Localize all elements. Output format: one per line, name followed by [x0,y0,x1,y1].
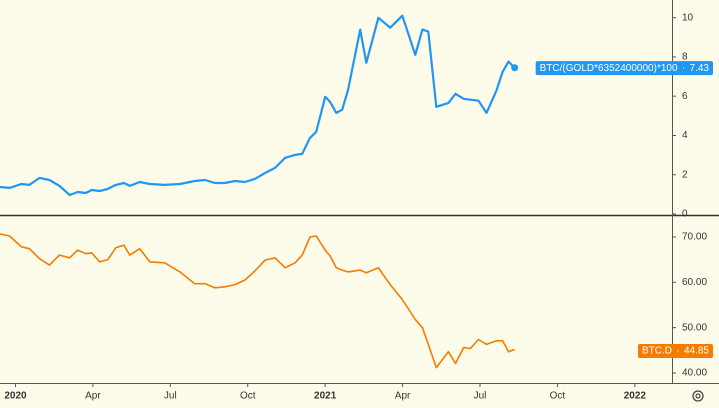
series-name: BTC/(GOLD*6352400000)*100 [540,63,678,74]
x-tick-label: Apr [85,391,101,402]
x-tick-label: 2022 [624,391,647,402]
series-name: BTC.D [642,346,672,357]
badge-separator: · [682,63,685,74]
last-point [511,64,519,72]
y-tick-label: 10 [682,12,694,23]
x-tick-label: Oct [550,391,566,402]
gear[interactable] [692,390,704,402]
x-tick-label: Jul [474,391,487,402]
y-tick-label: 0 [682,209,688,220]
y-tick-label: 6 [682,91,688,102]
series-line [0,233,515,369]
x-tick-label: 2020 [4,391,27,402]
y-tick-label: 50.00 [682,322,707,333]
badge-bg [637,344,713,359]
gear-hub[interactable] [695,393,701,399]
badge-separator: · [676,346,679,357]
x-tick-label: Jul [164,391,177,402]
series-line [0,14,516,197]
last-value-label: 44.85 [684,346,709,357]
y-tick-label: 60.00 [682,277,707,288]
last-value-badge: BTC/(GOLD*6352400000)*100 7.43 · [535,61,713,76]
x-tick-label: 2021 [314,391,337,402]
y-tick-label: 70.00 [682,232,707,243]
settings-icon[interactable] [692,390,704,402]
x-tick-label: Oct [240,391,256,402]
y-tick-label: 2 [682,169,688,180]
y-tick-label: 40.00 [682,368,707,379]
last-value-badge: BTC.D 44.85 · [637,344,713,359]
y-tick-label: 4 [682,130,688,141]
badge-bg [535,61,713,76]
y-tick-label: 8 [682,52,688,63]
last-value-label: 7.43 [690,63,710,74]
x-tick-label: Apr [395,391,411,402]
